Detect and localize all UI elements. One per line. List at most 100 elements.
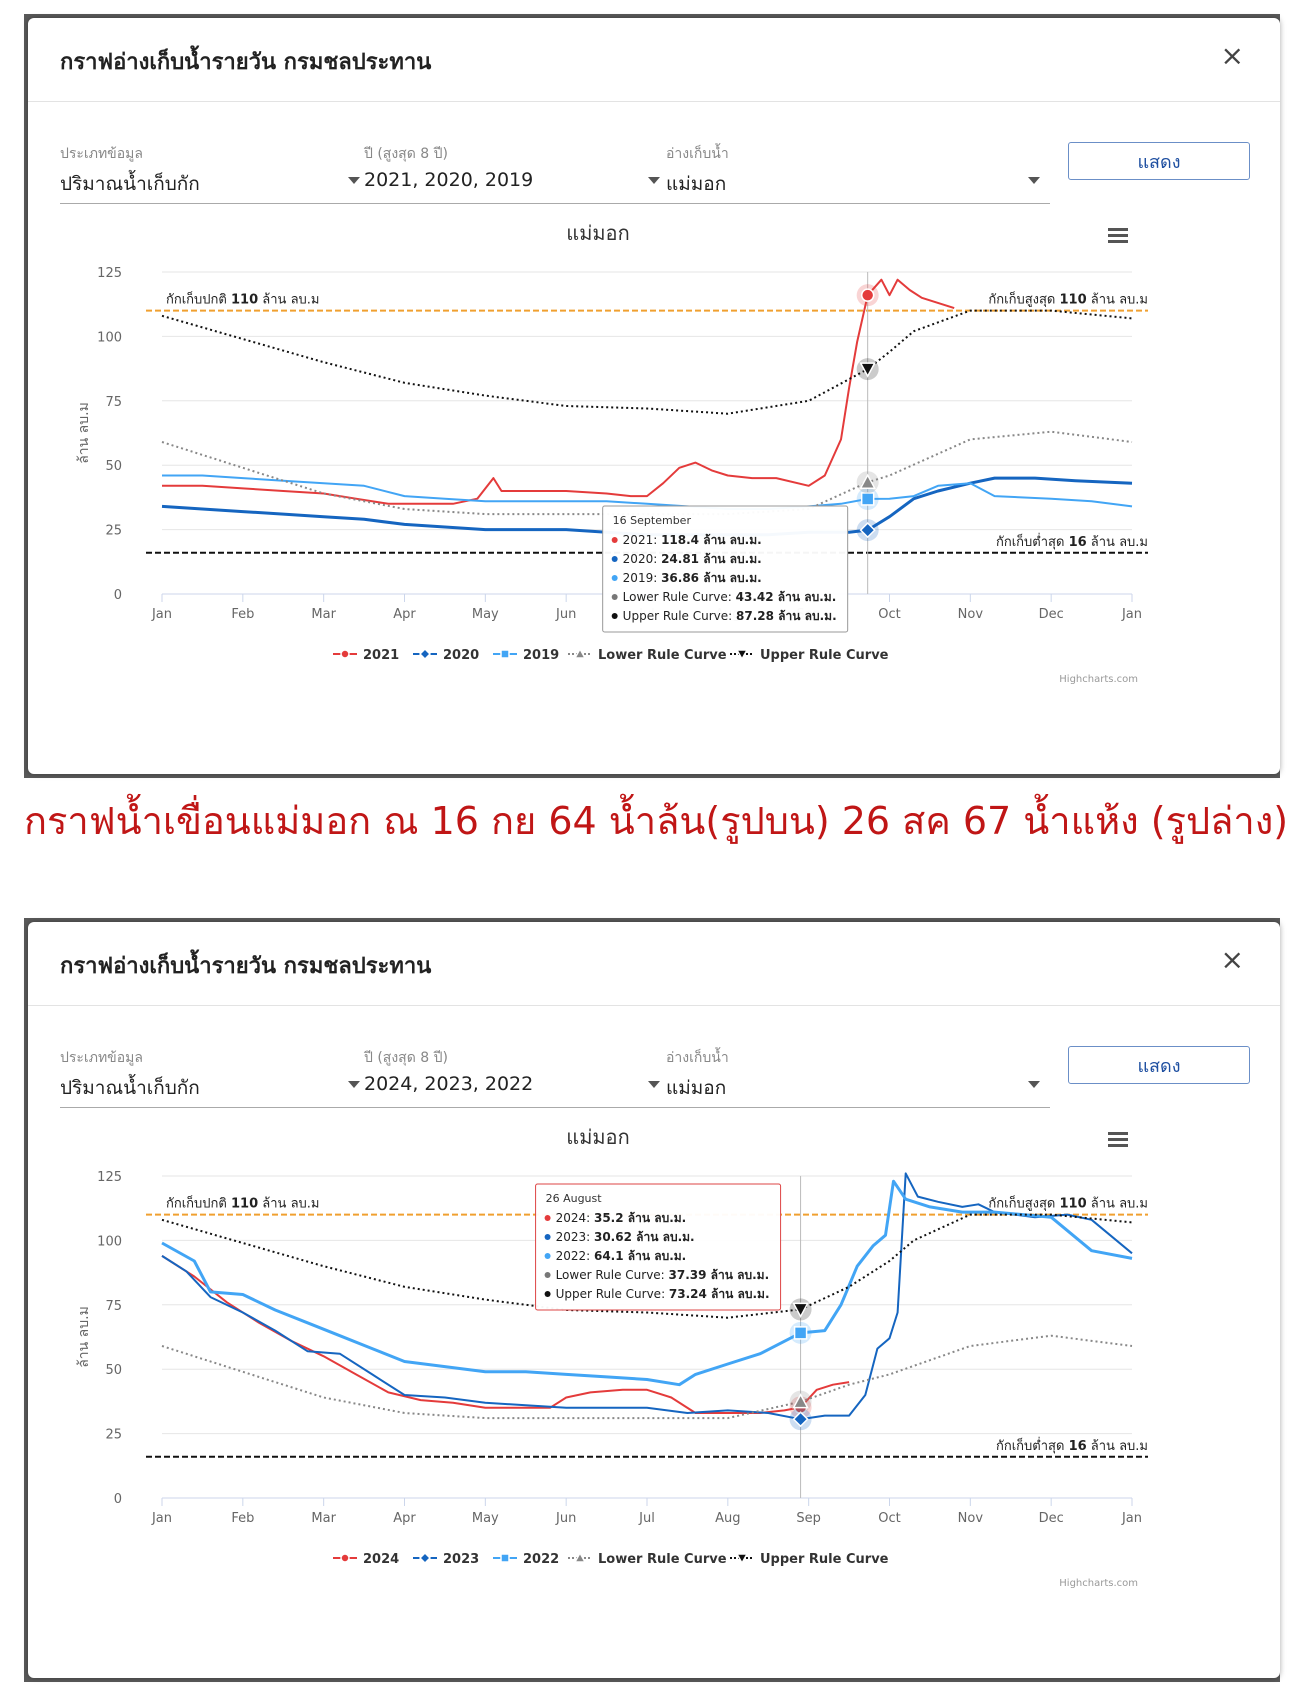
legend-label: 2024 — [363, 1552, 399, 1567]
y-tick-label: 75 — [105, 1299, 122, 1314]
x-tick-label: Mar — [311, 1511, 336, 1526]
legend-symbol — [418, 647, 432, 661]
dialog-title: กราฟอ่างเก็บน้ำรายวัน กรมชลประทาน — [60, 50, 432, 75]
storage-chart-2024: แม่มอก 0 25 50 75 100 125 Jan Feb Mar Apr May Jun Jul… — [76, 1125, 1148, 1589]
tooltip-date: 16 September — [613, 514, 692, 527]
legend-item-upper-rule-curve[interactable]: Upper Rule Curve — [730, 648, 889, 663]
tooltip-row: Lower Rule Curve: 37.39 ล้าน ลบ.ม. — [556, 1268, 770, 1282]
x-tick-label: Apr — [393, 607, 416, 622]
chart-title: แม่มอก — [566, 221, 629, 245]
series-line-upper-rule-curve — [161, 309, 1133, 415]
storage-chart-2021: แม่มอก0255075100125JanFebMarAprMayJunJul… — [76, 221, 1148, 685]
plotline-label: กักเก็บปกติ 110 ล้าน ลบ.ม — [166, 290, 320, 308]
chevron-down-icon — [648, 1081, 660, 1088]
year-value: 2024, 2023, 2022 — [364, 1073, 534, 1095]
tooltip-dot — [611, 537, 618, 543]
data-type-select[interactable]: ประเภทข้อมูล ปริมาณน้ำเก็บกัก — [60, 143, 370, 204]
legend-symbol — [735, 1553, 749, 1565]
tooltip-dot — [544, 1215, 551, 1221]
x-tick-label: Jan — [1121, 1511, 1142, 1526]
legend-label: Lower Rule Curve — [598, 648, 727, 663]
year-value: 2021, 2020, 2019 — [364, 169, 534, 191]
legend-item-2022[interactable]: 2022 — [493, 1552, 559, 1567]
x-tick-label: Mar — [311, 607, 336, 622]
data-type-select[interactable]: ประเภทข้อมูล ปริมาณน้ำเก็บกัก — [60, 1047, 370, 1108]
series-line-2021 — [162, 278, 955, 505]
credit: Highcharts.com — [1059, 1578, 1138, 1589]
year-label: ปี (สูงสุด 8 ปี) — [364, 146, 448, 162]
legend-item-2024[interactable]: 2024 — [333, 1552, 399, 1567]
legend-symbol — [340, 649, 350, 659]
divider — [28, 1005, 1280, 1006]
x-tick-label: Jan — [1121, 607, 1142, 622]
show-button[interactable]: แสดง — [1068, 1046, 1250, 1084]
y-tick-label: 125 — [97, 266, 122, 281]
dialog-top: กราฟอ่างเก็บน้ำรายวัน กรมชลประทาน × ประเ… — [28, 18, 1280, 774]
legend: 2021 2020 2019 Lower Rule Curve Upper Rule C… — [333, 647, 889, 663]
chevron-down-icon — [1028, 1081, 1040, 1088]
menu-icon[interactable] — [1108, 228, 1128, 243]
x-tick-label: Dec — [1039, 607, 1064, 622]
legend-item-2020[interactable]: 2020 — [413, 647, 479, 663]
reservoir-select[interactable]: อ่างเก็บน้ำ แม่มอก — [666, 143, 1050, 204]
show-button[interactable]: แสดง — [1068, 142, 1250, 180]
legend-item-2021[interactable]: 2021 — [333, 648, 399, 663]
menu-icon[interactable] — [1108, 1132, 1128, 1147]
x-tick-label: May — [472, 1511, 499, 1526]
x-tick-label: Jul — [638, 1511, 655, 1526]
tooltip: 16 September 2021: 118.4 ล้าน ลบ.ม. 2020: … — [602, 505, 849, 633]
x-tick-label: Nov — [958, 1511, 984, 1526]
chevron-down-icon — [348, 1081, 360, 1088]
x-tick-label: Nov — [958, 607, 984, 622]
legend-item-upper-rule-curve[interactable]: Upper Rule Curve — [730, 1552, 889, 1567]
legend-symbol — [735, 649, 749, 661]
x-tick-label: Sep — [796, 1511, 821, 1526]
close-icon[interactable]: × — [1220, 943, 1244, 976]
tooltip-dot — [611, 613, 618, 619]
legend-item-lower-rule-curve[interactable]: Lower Rule Curve — [568, 1551, 727, 1567]
plotline-label: กักเก็บสูงสุด 110 ล้าน ลบ.ม — [988, 1194, 1148, 1212]
chevron-down-icon — [1028, 177, 1040, 184]
y-tick-label: 25 — [105, 524, 122, 539]
hover-marker-upper-rule-curve — [859, 362, 876, 378]
close-icon[interactable]: × — [1220, 39, 1244, 72]
tooltip-row: 2021: 118.4 ล้าน ลบ.ม. — [623, 533, 762, 547]
chart-title: แม่มอก — [566, 1125, 629, 1149]
legend-symbol — [500, 649, 510, 659]
legend-item-2019[interactable]: 2019 — [493, 648, 559, 663]
legend: 2024 2023 2022 Lower Rule Curve Upper Rule C… — [333, 1551, 889, 1567]
tooltip-date: 26 August — [546, 1192, 603, 1205]
tooltip-dot — [544, 1234, 551, 1240]
x-tick-label: Feb — [231, 1511, 254, 1526]
reservoir-select[interactable]: อ่างเก็บน้ำ แม่มอก — [666, 1047, 1050, 1108]
caption: กราฟน้ำเขื่อนแม่มอก ณ 16 กย 64 น้ำล้น(รู… — [24, 799, 1289, 843]
legend-symbol — [500, 1553, 510, 1563]
y-tick-label: 25 — [105, 1428, 122, 1443]
credit: Highcharts.com — [1059, 674, 1138, 685]
hover-marker-2019 — [860, 492, 875, 506]
hover-marker-lower-rule-curve — [859, 473, 876, 489]
y-axis-label: ล้าน ลบ.ม — [76, 1306, 92, 1368]
tooltip-row: 2023: 30.62 ล้าน ลบ.ม. — [556, 1230, 695, 1244]
legend-symbol — [340, 1553, 350, 1563]
tooltip-dot — [544, 1253, 551, 1259]
legend-item-2023[interactable]: 2023 — [413, 1551, 479, 1567]
tooltip-dot — [611, 594, 618, 600]
tooltip-row: 2020: 24.81 ล้าน ลบ.ม. — [623, 552, 762, 566]
legend-symbol — [573, 647, 587, 659]
reservoir-label: อ่างเก็บน้ำ — [666, 1050, 729, 1066]
series-line-upper-rule-curve — [161, 1213, 1133, 1319]
x-tick-label: Oct — [878, 1511, 900, 1526]
legend-symbol — [573, 1551, 587, 1563]
legend-item-lower-rule-curve[interactable]: Lower Rule Curve — [568, 647, 727, 663]
year-select[interactable]: ปี (สูงสุด 8 ปี) 2021, 2020, 2019 — [364, 143, 670, 204]
plotline-label: กักเก็บปกติ 110 ล้าน ลบ.ม — [166, 1194, 320, 1212]
data-type-label: ประเภทข้อมูล — [60, 1050, 143, 1066]
divider — [28, 101, 1280, 102]
hover-marker-lower-rule-curve — [792, 1393, 809, 1409]
x-tick-label: Apr — [393, 1511, 416, 1526]
series-line-lower-rule-curve — [161, 430, 1133, 516]
tooltip-dot — [611, 575, 618, 581]
year-select[interactable]: ปี (สูงสุด 8 ปี) 2024, 2023, 2022 — [364, 1047, 670, 1108]
chevron-down-icon — [648, 177, 660, 184]
